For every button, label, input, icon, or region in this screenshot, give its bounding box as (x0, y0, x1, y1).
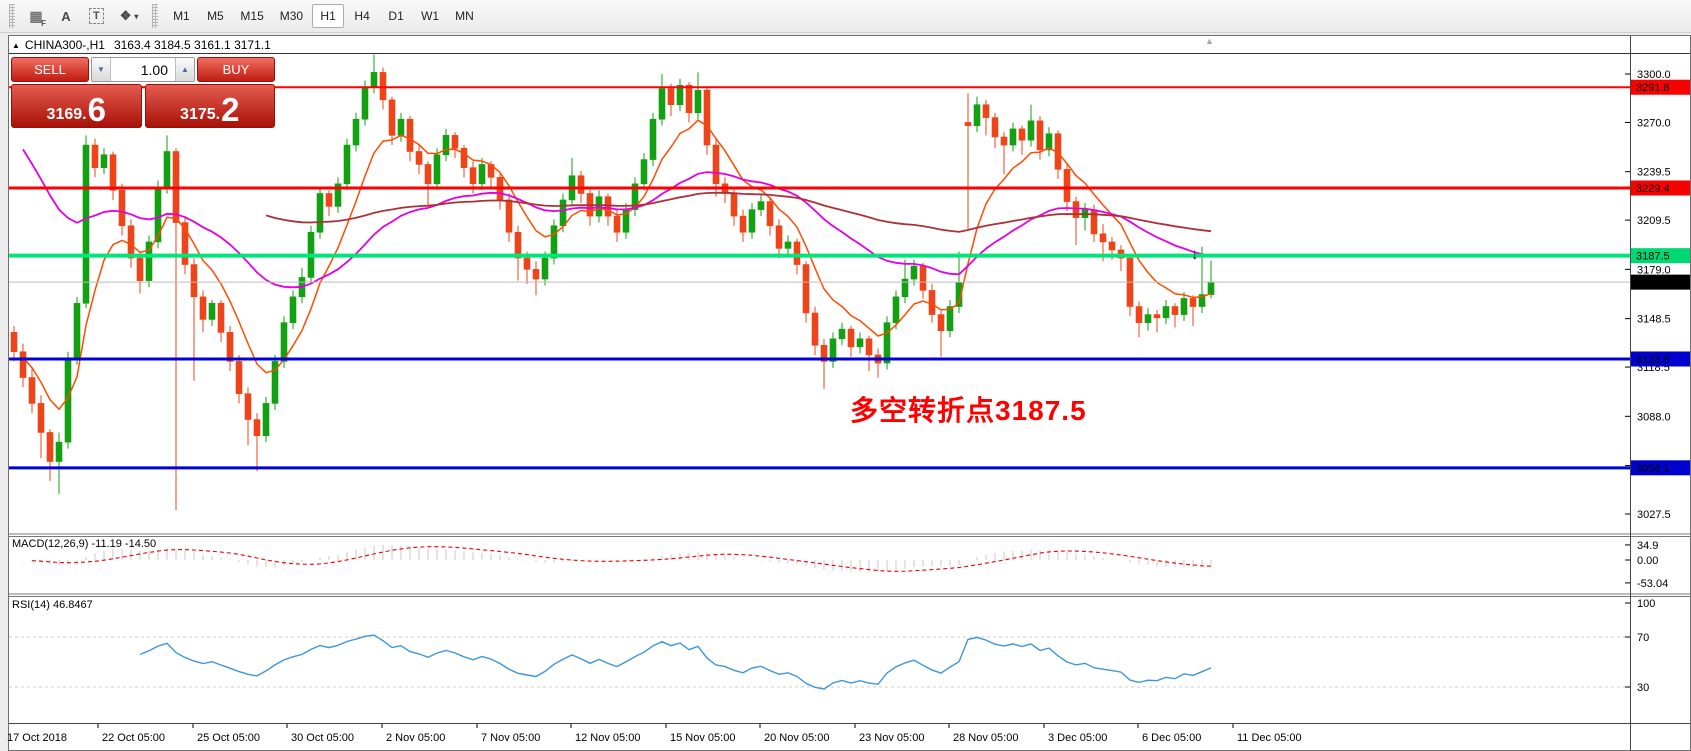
ohlc-values: 3163.4 3184.5 3161.1 3171.1 (113, 38, 271, 52)
price-tick-label: 3270.0 (1637, 117, 1671, 129)
text-box-button[interactable]: T (82, 4, 111, 29)
price-tick-label: 3027.5 (1637, 509, 1671, 521)
macd-values: -11.19 -14.50 (91, 538, 157, 550)
chart-window-background (8, 35, 1691, 750)
sell-price-display[interactable]: 3169. 6 (11, 84, 142, 128)
price-tick-label: 3300.0 (1637, 69, 1671, 81)
symbol-period-label: CHINA300-,H1 (24, 38, 105, 52)
volume-spinner: ▼ ▲ (91, 57, 195, 82)
rsi-line (139, 634, 1212, 690)
price-tick-label: 3148.5 (1637, 314, 1671, 326)
price-badge (1631, 351, 1690, 367)
time-tick-label: 12 Nov 05:00 (575, 732, 640, 744)
rsi-axis-label: 100 (1637, 598, 1655, 610)
text-box-icon: T (89, 8, 104, 24)
main-toolbar: ▦ F A T ❖ ▾ M1 M5 M15 M30 H1 H4 D1 W1 MN (0, 0, 1691, 33)
price-badge (1631, 274, 1690, 290)
timeframe-m1-button[interactable]: M1 (165, 4, 197, 28)
price-badge-label: 3056.1 (1636, 463, 1670, 475)
volume-increase-button[interactable]: ▲ (175, 58, 194, 81)
price-badge-label: 3123.5 (1636, 354, 1670, 366)
price-badge (1631, 248, 1690, 264)
price-badge-label: 3187.5 (1636, 251, 1670, 263)
ma-fast-line (22, 119, 1212, 411)
rsi-value: 46.8467 (52, 599, 93, 611)
shapes-icon: ❖ (119, 8, 132, 23)
volume-decrease-button[interactable]: ▼ (92, 58, 111, 81)
timeframe-d1-button[interactable]: D1 (380, 4, 412, 28)
sell-price-frac: 6 (87, 90, 106, 128)
text-label-button[interactable]: A (52, 4, 80, 29)
time-tick-label: 28 Nov 05:00 (953, 732, 1018, 744)
timeframe-m15-button[interactable]: M15 (233, 4, 270, 28)
timeframe-m5-button[interactable]: M5 (199, 4, 231, 28)
down-arrow-annotation-icon: ↓ (1191, 246, 1199, 263)
chart-title: ▲ CHINA300-,H1 3163.4 3184.5 3161.1 3171.1 (12, 38, 271, 52)
price-badge (1631, 460, 1690, 476)
indicators-grid-icon-sub: F (41, 18, 46, 28)
macd-label: MACD(12,26,9) -11.19 -14.50 (12, 538, 157, 550)
sell-button[interactable]: SELL (11, 57, 89, 82)
volume-input[interactable] (111, 58, 175, 81)
indicators-grid-icon: ▦ (29, 8, 43, 24)
ma-slow-line (265, 191, 1212, 233)
chart-text-annotation: 多空转折点3187.5 (850, 395, 1087, 426)
time-tick-label: 20 Nov 05:00 (764, 732, 829, 744)
window-marker-icon: ▲ (12, 41, 20, 50)
buy-price-frac: 2 (221, 90, 240, 128)
buy-price-int: 3175 (180, 106, 216, 123)
time-tick-label: 22 Oct 05:00 (102, 732, 165, 744)
timeframe-h1-button[interactable]: H1 (312, 4, 345, 28)
rsi-axis-label: 30 (1637, 682, 1649, 694)
chart-shift-marker-icon: ▲ (1205, 36, 1214, 46)
price-tick-label: 3088.0 (1637, 411, 1671, 423)
macd-axis-label: 34.9 (1637, 540, 1658, 552)
toolbar-separator (152, 4, 159, 28)
rsi-label: RSI(14) 46.8467 (12, 599, 93, 611)
text-label-icon: A (61, 8, 71, 24)
price-badge (1631, 180, 1690, 196)
time-tick-label: 7 Nov 05:00 (481, 732, 540, 744)
price-tick-label: 3209.5 (1637, 215, 1671, 227)
timeframe-h4-button[interactable]: H4 (346, 4, 378, 28)
timeframe-mn-button[interactable]: MN (448, 4, 481, 28)
price-tick-label: 3239.5 (1637, 167, 1671, 179)
time-tick-label: 25 Oct 05:00 (197, 732, 260, 744)
ma-mid-line (22, 148, 1212, 289)
time-tick-label: 15 Nov 05:00 (670, 732, 735, 744)
one-click-trading-panel: SELL ▼ ▲ BUY 3169.6 3175.2 (11, 57, 275, 128)
timeframe-w1-button[interactable]: W1 (414, 4, 446, 28)
price-badge-label: 3291.8 (1636, 82, 1670, 94)
arrow-styles-button[interactable]: ❖ ▾ (113, 4, 146, 29)
chevron-down-icon: ▾ (134, 11, 139, 21)
buy-button[interactable]: BUY (197, 57, 275, 82)
time-tick-label: 23 Nov 05:00 (859, 732, 924, 744)
macd-axis-label: 0.00 (1637, 555, 1658, 567)
price-badge-label: 3229.4 (1636, 183, 1670, 195)
toolbar-drag-handle[interactable] (9, 4, 15, 28)
macd-signal-line (31, 546, 1212, 572)
price-tick-label: 3179.0 (1637, 264, 1671, 276)
time-tick-label: 2 Nov 05:00 (386, 732, 445, 744)
time-tick-label: 6 Dec 05:00 (1142, 732, 1201, 744)
timeframe-m30-button[interactable]: M30 (273, 4, 310, 28)
time-tick-label: 30 Oct 05:00 (291, 732, 354, 744)
price-badge (1631, 79, 1690, 95)
buy-price-display[interactable]: 3175. 2 (144, 84, 275, 128)
time-tick-label: 11 Dec 05:00 (1237, 732, 1302, 744)
time-tick-label: 17 Oct 2018 (7, 732, 67, 744)
sell-price-int: 3169 (46, 106, 83, 123)
time-tick-label: 3 Dec 05:00 (1048, 732, 1107, 744)
rsi-axis-label: 70 (1637, 632, 1649, 644)
macd-axis-label: -53.04 (1637, 578, 1668, 590)
price-badge-label: 3171.1 (1636, 277, 1670, 289)
indicators-grid-button[interactable]: ▦ F (22, 4, 50, 29)
